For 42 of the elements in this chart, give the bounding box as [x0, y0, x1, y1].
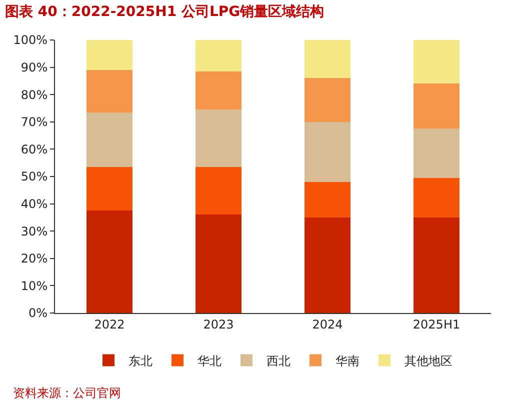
bar	[196, 166, 242, 215]
bar	[86, 112, 132, 167]
legend-label: 东北	[128, 354, 152, 368]
bar	[196, 40, 242, 72]
bar	[414, 40, 460, 84]
y-tick-label: 10%	[20, 278, 48, 293]
legend-label: 其他地区	[404, 354, 452, 368]
bar	[304, 217, 350, 313]
y-tick-label: 0%	[28, 306, 48, 320]
bar	[196, 214, 242, 313]
bar	[304, 122, 350, 182]
x-tick-label: 2024	[312, 317, 343, 332]
x-tick-label: 2025H1	[412, 317, 460, 332]
y-tick-label: 50%	[20, 170, 48, 184]
bar	[304, 40, 350, 78]
y-tick-label: 90%	[20, 60, 48, 74]
bar	[86, 70, 132, 112]
y-tick-label: 30%	[20, 224, 48, 238]
bar	[86, 166, 132, 211]
bar	[414, 217, 460, 313]
bar	[304, 78, 350, 122]
bar	[86, 210, 132, 313]
bar	[196, 110, 242, 167]
x-tick-label: 2022	[94, 317, 125, 332]
bar	[414, 84, 460, 129]
text: 资料来源：公司官网	[13, 386, 121, 400]
legend-label: 西北	[266, 354, 290, 368]
bar	[196, 71, 242, 110]
legend-label: 华南	[336, 354, 360, 368]
y-tick-label: 40%	[20, 197, 48, 211]
y-tick-label: 20%	[20, 252, 48, 266]
y-tick-label: 60%	[20, 142, 48, 156]
x-tick-label: 2023	[203, 317, 234, 332]
y-tick-label: 70%	[20, 115, 48, 130]
bar	[414, 128, 460, 178]
legend-label: 华北	[198, 354, 222, 368]
bar	[86, 40, 132, 70]
chart-title: 图表 40：2022-2025H1 公司LPG销量区域结构	[5, 4, 324, 20]
y-tick-label: 80%	[20, 88, 48, 102]
bar	[414, 178, 460, 218]
bar	[304, 182, 350, 218]
y-tick-label: 100%	[13, 33, 48, 48]
